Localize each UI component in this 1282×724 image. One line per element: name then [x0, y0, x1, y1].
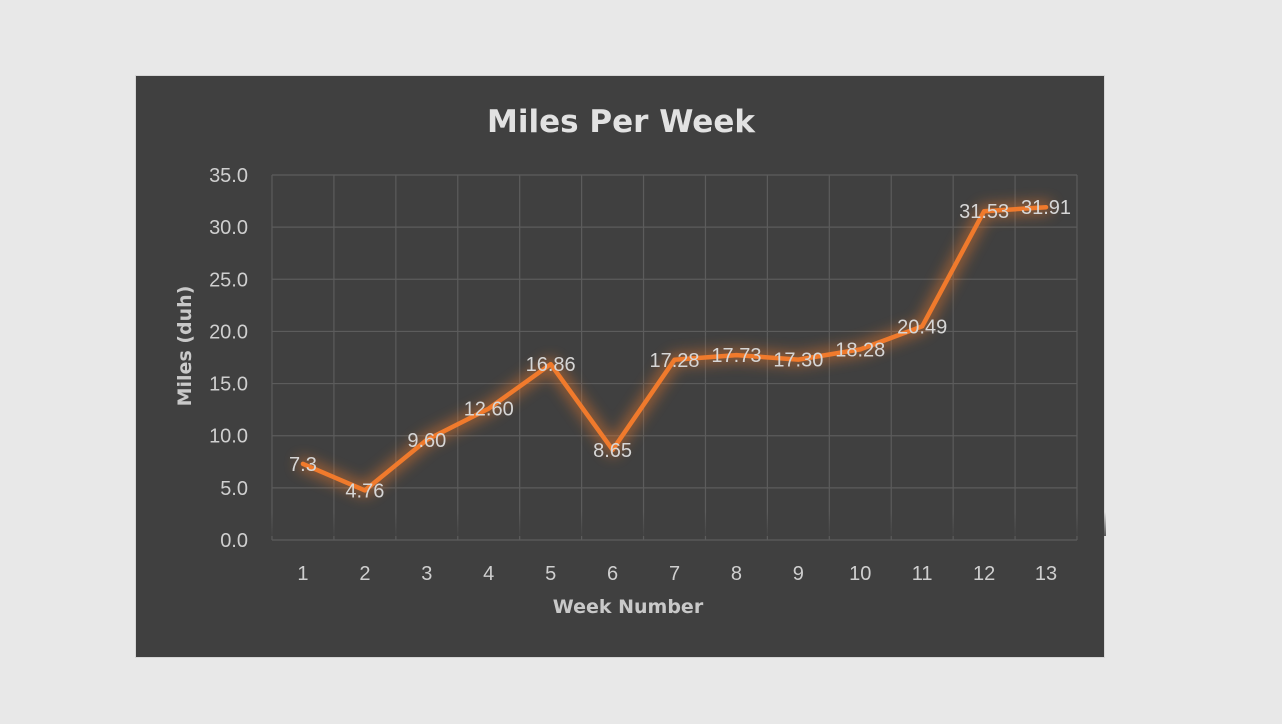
data-label: 12.60 — [464, 399, 514, 421]
data-point — [486, 406, 491, 411]
data-label: 8.65 — [593, 440, 632, 462]
data-point — [548, 362, 553, 367]
x-tick-label: 7 — [669, 563, 680, 585]
data-point — [796, 357, 801, 362]
x-axis-ticks: 1 2 3 4 5 6 7 8 9 10 11 12 13 — [297, 563, 1057, 585]
x-tick-label: 11 — [912, 563, 933, 585]
y-tick-label: 15.0 — [209, 374, 248, 396]
data-label: 9.60 — [407, 430, 446, 452]
data-label: 16.86 — [526, 354, 576, 376]
data-label: 17.73 — [711, 345, 761, 367]
x-tick-label: 13 — [1035, 563, 1057, 585]
x-tick-label: 10 — [849, 563, 871, 585]
data-point — [672, 357, 677, 362]
data-point — [920, 324, 925, 329]
x-tick-label: 12 — [973, 563, 995, 585]
y-tick-label: 5.0 — [220, 478, 248, 500]
y-tick-label: 25.0 — [209, 269, 248, 291]
data-label: 7.3 — [289, 454, 317, 476]
grid-fade — [266, 416, 1106, 536]
y-tick-label: 20.0 — [209, 321, 248, 343]
data-label: 4.76 — [345, 480, 384, 502]
data-labels: 7.3 4.76 9.60 12.60 16.86 8.65 17.28 17.73 17.30… — [289, 197, 1071, 502]
line-chart: Miles Per Week 0.05.010.015.020.025.030.… — [174, 104, 1106, 618]
y-axis-title: Miles (duh) — [174, 286, 196, 407]
data-point — [734, 353, 739, 358]
y-tick-label: 35.0 — [209, 165, 248, 187]
data-label: 17.28 — [649, 350, 699, 372]
data-label: 31.91 — [1021, 197, 1071, 219]
chart-title: Miles Per Week — [487, 104, 756, 140]
data-label: 31.53 — [959, 201, 1009, 223]
x-tick-label: 1 — [297, 563, 308, 585]
data-point — [424, 437, 429, 442]
x-axis-title: Week Number — [553, 596, 704, 618]
data-label: 17.30 — [773, 350, 823, 372]
data-point — [610, 447, 615, 452]
y-tick-label: 10.0 — [209, 426, 248, 448]
y-tick-label: 30.0 — [209, 217, 248, 239]
x-tick-label: 9 — [793, 563, 804, 585]
x-tick-label: 2 — [359, 563, 370, 585]
y-axis-ticks: 0.0 5.0 10.0 15.0 20.0 25.0 30.0 35.0 — [209, 165, 248, 552]
x-tick-label: 8 — [731, 563, 742, 585]
x-tick-label: 5 — [545, 563, 556, 585]
chart-card: Miles Per Week 0.0 5.0 10.0 15.0 20.0 25.0 30.… — [135, 75, 1106, 658]
data-point — [858, 347, 863, 352]
data-label: 20.49 — [897, 316, 947, 338]
y-tick-label: 0.0 — [220, 530, 248, 552]
data-point — [1044, 205, 1049, 210]
data-point — [300, 461, 305, 466]
x-tick-label: 6 — [607, 563, 618, 585]
data-point — [982, 209, 987, 214]
data-label: 18.28 — [835, 339, 885, 361]
x-tick-label: 4 — [483, 563, 494, 585]
x-tick-label: 3 — [421, 563, 432, 585]
data-point — [362, 488, 367, 493]
